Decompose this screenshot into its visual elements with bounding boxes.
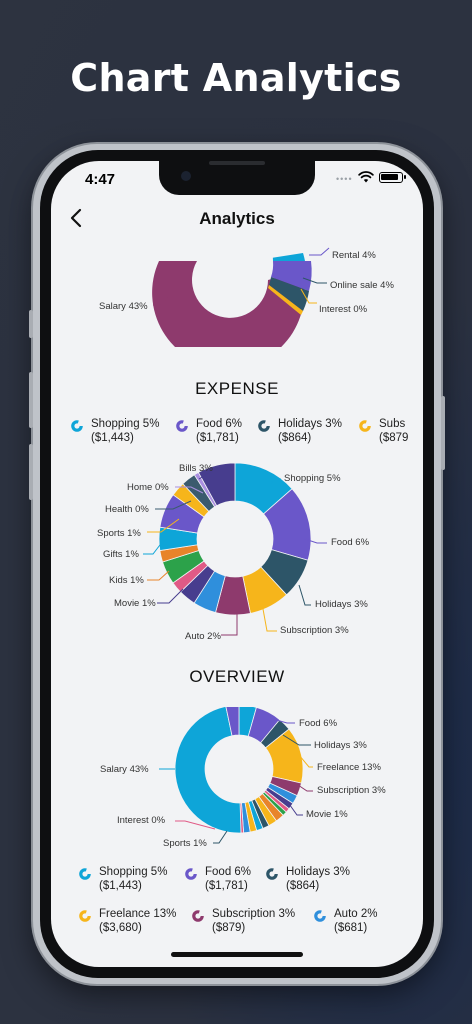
donut-slice-salary: [174, 707, 242, 834]
chart-label: Salary 43%: [99, 301, 148, 312]
legend-item[interactable]: Subscription 3% ($879): [192, 907, 295, 935]
legend-item[interactable]: Food 6% ($1,781): [185, 865, 251, 893]
donut-slice-online-sale: [269, 277, 309, 311]
side-button: [29, 310, 33, 338]
legend-donut-icon: [185, 868, 197, 880]
legend-donut-icon: [79, 868, 91, 880]
side-button: [29, 444, 33, 500]
side-button: [441, 396, 445, 470]
donut-slice-salary: [152, 261, 305, 347]
legend-amount: ($1,443): [99, 880, 142, 892]
wifi-icon: [358, 171, 374, 183]
status-time: 4:47: [85, 171, 116, 188]
chart-label: Gifts 1%: [103, 549, 139, 560]
legend-donut-icon: [192, 910, 204, 922]
back-chevron-icon[interactable]: [67, 207, 87, 229]
legend-name: Food 6%: [196, 418, 243, 430]
legend-amount: ($3,680): [99, 922, 142, 934]
legend-amount: ($864): [286, 880, 320, 892]
chart-label: Health 0%: [105, 504, 149, 515]
income-donut-chart: [152, 237, 312, 347]
chart-label: Shopping 5%: [284, 473, 341, 484]
legend-name: Subs: [379, 418, 406, 430]
chart-label: Holidays 3%: [314, 740, 367, 751]
donut-slice-rental: [271, 261, 312, 291]
legend-name: Shopping 5%: [99, 866, 168, 878]
chart-label: Sports 1%: [163, 838, 207, 849]
chart-label: Movie 1%: [114, 598, 156, 609]
page-title: Analytics: [199, 209, 275, 228]
side-button: [29, 372, 33, 428]
expense-section-title: EXPENSE: [195, 379, 279, 398]
chart-label: Food 6%: [299, 718, 338, 729]
overview-section-title: OVERVIEW: [189, 667, 285, 686]
expense-donut-chart: Bills 3% Home 0% Health 0% Sports 1% Gif…: [97, 462, 370, 642]
chart-label: Food 6%: [331, 537, 370, 548]
home-indicator[interactable]: [171, 952, 303, 957]
chart-label: Auto 2%: [185, 631, 221, 642]
legend-amount: ($879): [212, 922, 246, 934]
chart-label: Salary 43%: [100, 764, 149, 775]
legend-amount: ($1,443): [91, 432, 134, 444]
legend-donut-icon: [176, 420, 188, 432]
donut-slice-shopping: [271, 253, 305, 261]
income-chart-labels: Rental 4% Online sale 4% Interest 0% Sal…: [99, 247, 394, 315]
legend-name: Subscription 3%: [212, 908, 296, 920]
legend-amount: ($879: [379, 432, 409, 444]
legend-name: Food 6%: [205, 866, 252, 878]
overview-donut-chart: Food 6% Holidays 3% Freelance 13% Subscr…: [100, 707, 386, 849]
chart-label: Subscription 3%: [280, 625, 349, 636]
speaker: [209, 161, 265, 165]
legend-name: Auto 2%: [334, 908, 378, 920]
chart-label: Interest 0%: [117, 815, 166, 826]
scroll-content[interactable]: Rental 4% Online sale 4% Interest 0% Sal…: [51, 237, 423, 937]
camera-icon: [181, 171, 191, 181]
chart-label: Kids 1%: [109, 575, 144, 586]
chart-label: Freelance 13%: [317, 762, 381, 773]
donut-slice-rental: [225, 707, 240, 737]
legend-name: Shopping 5%: [91, 418, 160, 430]
legend-amount: ($864): [278, 432, 312, 444]
legend-item[interactable]: Subs ($879: [359, 417, 408, 445]
chart-label: Movie 1%: [306, 809, 348, 820]
legend-name: Freelance 13%: [99, 908, 177, 920]
chart-label: Sports 1%: [97, 528, 141, 539]
legend-donut-icon: [359, 420, 371, 432]
chart-label: Interest 0%: [319, 304, 368, 315]
legend-item[interactable]: Shopping 5% ($1,443): [71, 417, 159, 445]
legend-item[interactable]: Freelance 13% ($3,680): [79, 907, 176, 935]
legend-donut-icon: [258, 420, 270, 432]
chart-label: Online sale 4%: [330, 280, 394, 291]
legend-amount: ($681): [334, 922, 368, 934]
legend-amount: ($1,781): [205, 880, 248, 892]
chart-label: Bills 3%: [179, 463, 213, 474]
chart-label: Holidays 3%: [315, 599, 368, 610]
legend-donut-icon: [79, 910, 91, 922]
battery-icon: [379, 172, 406, 183]
legend-amount: ($1,781): [196, 432, 239, 444]
legend-item[interactable]: Holidays 3% ($864): [258, 417, 342, 445]
legend-item[interactable]: Shopping 5% ($1,443): [79, 865, 167, 893]
legend-donut-icon: [314, 910, 326, 922]
chart-label: Home 0%: [127, 482, 169, 493]
banner-title: Chart Analytics: [70, 56, 402, 100]
donut-slice-interest: [268, 285, 303, 315]
phone-screen: 4:47 •••• Analytics Rental 4% Online sal…: [51, 161, 423, 967]
legend-name: Holidays 3%: [278, 418, 342, 430]
legend-item[interactable]: Food 6% ($1,781): [176, 417, 242, 445]
legend-donut-icon: [266, 868, 278, 880]
legend-name: Holidays 3%: [286, 866, 350, 878]
signal-icon: ••••: [336, 174, 353, 184]
legend-donut-icon: [71, 420, 83, 432]
legend-item[interactable]: Holidays 3% ($864): [266, 865, 350, 893]
notch: [159, 161, 315, 195]
chart-label: Subscription 3%: [317, 785, 386, 796]
legend-item[interactable]: Auto 2% ($681): [314, 907, 377, 935]
chart-label: Rental 4%: [332, 250, 376, 261]
